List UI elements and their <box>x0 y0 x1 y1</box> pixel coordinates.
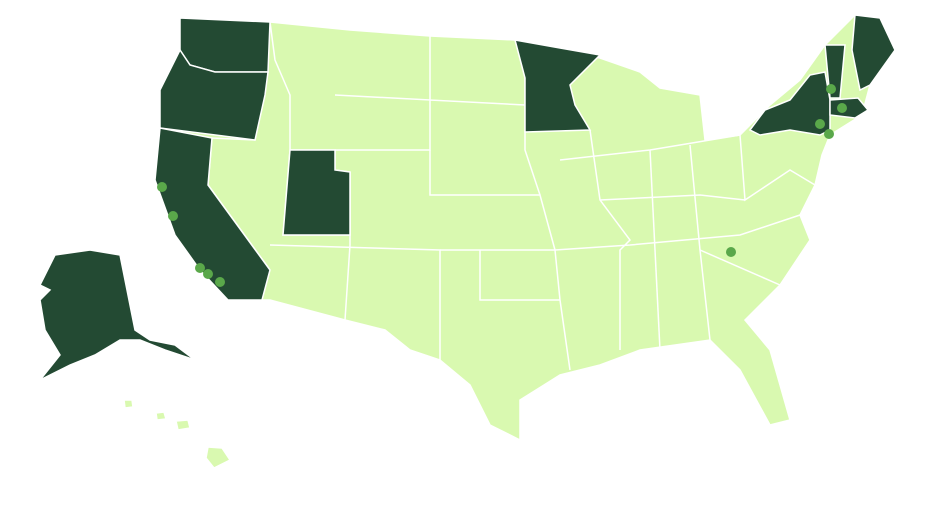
highlighted-states <box>38 14 896 381</box>
location-dot <box>168 211 178 221</box>
location-dots <box>157 84 847 287</box>
location-dot <box>215 277 225 287</box>
state-border <box>649 149 661 351</box>
washington <box>179 17 271 73</box>
state-border <box>335 99 526 151</box>
maine <box>851 14 896 92</box>
location-dot <box>203 269 213 279</box>
location-dot <box>837 103 847 113</box>
oregon <box>159 48 269 141</box>
state-border <box>739 134 816 202</box>
location-dot <box>195 263 205 273</box>
hawaii-island <box>175 419 191 431</box>
state-border <box>554 214 801 251</box>
state-border <box>440 249 571 371</box>
minnesota <box>513 39 602 133</box>
state-border <box>559 134 741 161</box>
utah <box>282 149 351 236</box>
hawaii-island <box>123 399 134 409</box>
state-border <box>479 250 560 301</box>
hawaii-island <box>205 446 232 469</box>
location-dot <box>824 129 834 139</box>
massachusetts <box>829 97 870 119</box>
state-border <box>589 129 631 350</box>
california <box>154 127 271 301</box>
state-border <box>429 150 556 251</box>
hawaii-island <box>155 411 167 421</box>
location-dot <box>726 247 736 257</box>
alaska <box>38 249 196 381</box>
location-dot <box>826 84 836 94</box>
location-dot <box>157 182 167 192</box>
location-dot <box>815 119 825 129</box>
state-border <box>599 194 746 201</box>
state-border <box>699 249 781 286</box>
